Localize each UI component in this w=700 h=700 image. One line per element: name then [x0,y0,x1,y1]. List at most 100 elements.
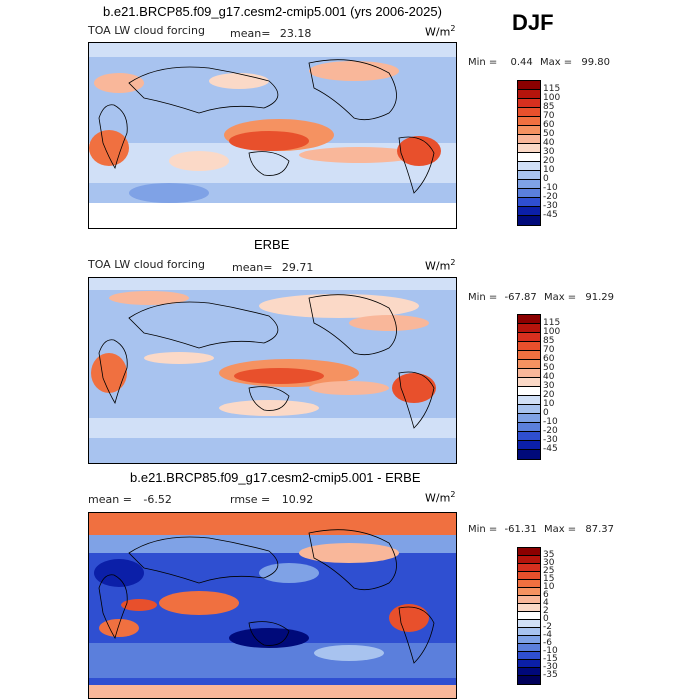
colorbar-swatch [518,548,540,556]
colorbar-tick-label: -10 [543,417,558,427]
colorbar-swatch [518,628,540,636]
colorbar-tick-label: 25 [543,566,555,576]
colorbar-tick-label: -35 [543,670,558,680]
colorbar-tick-label: 70 [543,111,555,121]
panel1-max-label: Max = [539,57,573,68]
panel2-colorbar [517,314,541,460]
panel1-mean-label: mean= [230,27,271,40]
colorbar-tick-label: -10 [543,646,558,656]
colorbar-swatch [518,620,540,628]
colorbar-swatch [518,441,540,450]
panel2-min-label: Min = [468,292,498,303]
colorbar-swatch [518,207,540,216]
colorbar-tick-label: 0 [543,408,549,418]
colorbar-swatch [518,378,540,387]
colorbar-tick-label: 15 [543,574,555,584]
panel3-max-label: Max = [543,524,577,535]
panel1-subtitle: TOA LW cloud forcing [88,24,205,37]
colorbar-swatch [518,612,540,620]
colorbar-tick-label: 115 [543,84,561,94]
panel1-minmax: Min = 0.44 Max = 99.80 [468,57,610,68]
colorbar-swatch [518,324,540,333]
colorbar-swatch [518,636,540,644]
colorbar-swatch [518,414,540,423]
colorbar-swatch [518,198,540,207]
colorbar-swatch [518,81,540,90]
colorbar-swatch [518,171,540,180]
colorbar-tick-label: 6 [543,590,549,600]
panel3-colorbar [517,547,541,685]
colorbar-tick-label: -20 [543,426,558,436]
colorbar-tick-label: 10 [543,582,555,592]
colorbar-tick-label: -4 [543,630,552,640]
colorbar-tick-label: 115 [543,318,561,328]
colorbar-tick-label: -10 [543,183,558,193]
colorbar-tick-label: 0 [543,614,549,624]
colorbar-tick-label: -45 [543,444,558,454]
colorbar-swatch [518,564,540,572]
colorbar-tick-label: -30 [543,201,558,211]
colorbar-tick-label: -20 [543,192,558,202]
units-text: W/m [425,491,451,505]
panel2-mean: mean= 29.71 [232,261,313,274]
colorbar-swatch [518,162,540,171]
units-exponent: 2 [450,258,456,267]
panel1-mean: mean= 23.18 [230,27,311,40]
colorbar-tick-label: 35 [543,550,555,560]
colorbar-swatch [518,108,540,117]
colorbar-tick-label: 30 [543,381,555,391]
panel3-max-value: 87.37 [585,524,614,535]
colorbar-tick-label: 100 [543,327,561,337]
panel1-min-label: Min = [468,57,498,68]
panel2-title: ERBE [254,237,290,252]
panel3-mean-label: mean = [88,493,132,506]
units-text: W/m [425,259,451,273]
colorbar-swatch [518,423,540,432]
colorbar-tick-label: 70 [543,345,555,355]
panel2-max-value: 91.29 [585,292,614,303]
season-label: DJF [512,10,554,35]
colorbar-swatch [518,676,540,684]
colorbar-swatch [518,588,540,596]
colorbar-swatch [518,135,540,144]
colorbar-tick-label: -6 [543,638,552,648]
panel2-map [88,277,457,464]
colorbar-swatch [518,126,540,135]
units-text: W/m [425,25,451,39]
panel3-minmax: Min = -61.31 Max = 87.37 [468,524,614,535]
colorbar-swatch [518,572,540,580]
colorbar-tick-label: 85 [543,336,555,346]
panel2-mean-value: 29.71 [281,261,314,274]
colorbar-swatch [518,360,540,369]
panel1-min-value: 0.44 [510,57,533,68]
panel3-title: b.e21.BRCP85.f09_g17.cesm2-cmip5.001 - E… [130,470,421,485]
colorbar-swatch [518,351,540,360]
colorbar-swatch [518,387,540,396]
panel3-map [88,512,457,699]
colorbar-swatch [518,604,540,612]
colorbar-tick-label: 0 [543,174,549,184]
colorbar-tick-label: 60 [543,354,555,364]
colorbar-tick-label: 60 [543,120,555,130]
panel3-min-value: -61.31 [504,524,537,535]
panel3-rmse-label: rmse = [230,493,271,506]
colorbar-tick-label: -15 [543,654,558,664]
panel3-mean-value: -6.52 [143,493,172,506]
units-exponent: 2 [450,490,456,499]
colorbar-swatch [518,369,540,378]
panel3-rmse: rmse = 10.92 [230,493,313,506]
colorbar-tick-label: 85 [543,102,555,112]
colorbar-tick-label: -2 [543,622,552,632]
colorbar-swatch [518,405,540,414]
colorbar-swatch [518,189,540,198]
panel1-map [88,42,457,229]
panel1-colorbar [517,80,541,226]
colorbar-swatch [518,596,540,604]
colorbar-tick-label: 4 [543,598,549,608]
colorbar-tick-label: -45 [543,210,558,220]
panel3-units: W/m2 [425,490,455,505]
colorbar-tick-label: 30 [543,147,555,157]
panel2-min-value: -67.87 [504,292,537,303]
colorbar-tick-label: 20 [543,390,555,400]
panel3-min-label: Min = [468,524,498,535]
